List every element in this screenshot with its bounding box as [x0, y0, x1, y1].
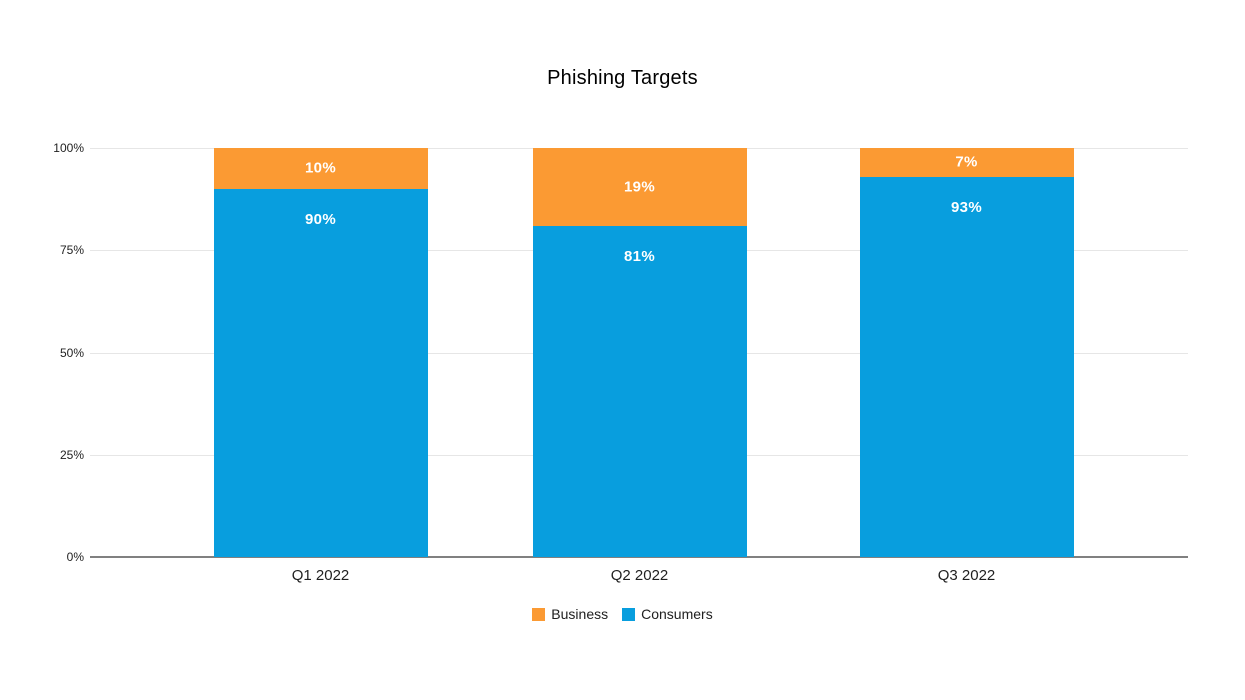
data-label-business-q1-2022: 10%: [305, 159, 336, 177]
legend-item-consumers: Consumers: [622, 606, 713, 622]
legend: Business Consumers: [0, 606, 1245, 622]
bar-segment-consumers-q2-2022: 81%: [532, 225, 747, 557]
legend-item-business: Business: [532, 606, 608, 622]
legend-label-business: Business: [551, 606, 609, 622]
bar-segment-consumers-q3-2022: 93%: [859, 176, 1074, 557]
legend-swatch-business-icon: [532, 607, 546, 621]
data-label-consumers-q2-2022: 81%: [624, 247, 655, 265]
y-tick-label-75%: 75%: [59, 243, 84, 258]
data-label-consumers-q3-2022: 93%: [951, 198, 982, 216]
legend-label-consumers: Consumers: [641, 606, 713, 622]
bar-segment-consumers-q1-2022: 90%: [213, 188, 428, 557]
data-label-business-q2-2022: 19%: [624, 178, 655, 196]
bar-segment-business-q3-2022: 7%: [859, 148, 1074, 177]
y-tick-label-25%: 25%: [59, 447, 84, 462]
legend-swatch-consumers-icon: [622, 607, 636, 621]
bar-segment-business-q1-2022: 10%: [213, 148, 428, 189]
data-label-consumers-q1-2022: 90%: [305, 210, 336, 228]
bar-segment-business-q2-2022: 19%: [532, 148, 747, 226]
data-label-business-q3-2022: 7%: [955, 153, 978, 171]
y-tick-label-50%: 50%: [59, 345, 84, 360]
x-tick-label-q1-2022: Q1 2022: [291, 567, 350, 584]
x-tick-label-q3-2022: Q3 2022: [937, 567, 996, 584]
chart-title: Phishing Targets: [547, 67, 698, 89]
x-tick-label-q2-2022: Q2 2022: [610, 567, 669, 584]
y-tick-label-0%: 0%: [66, 550, 84, 564]
y-tick-label-100%: 100%: [53, 141, 84, 155]
